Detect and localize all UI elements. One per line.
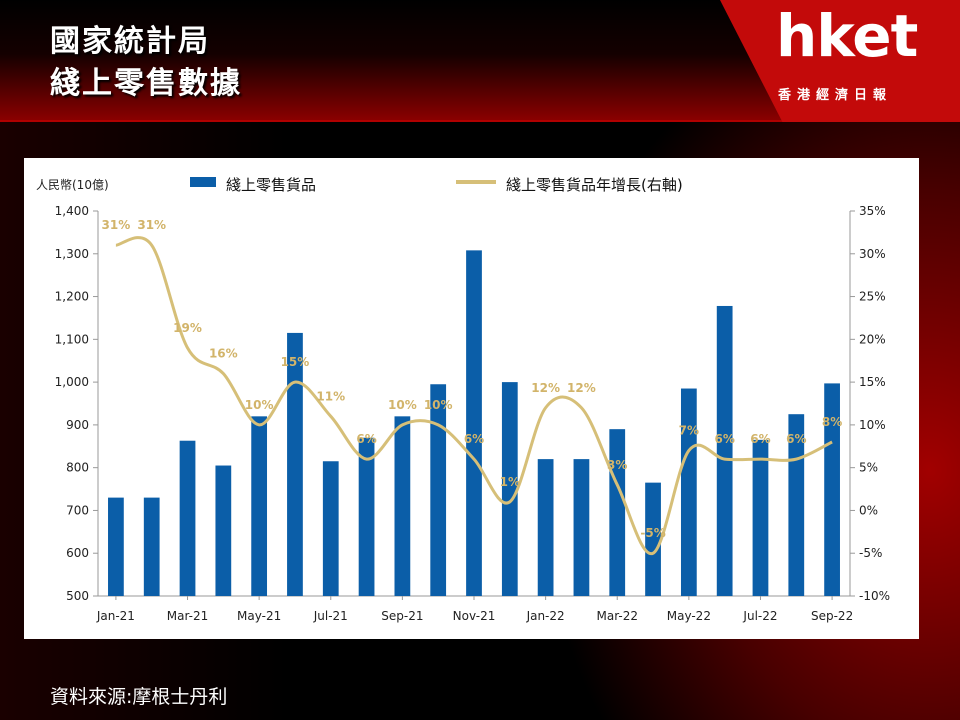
data-label-Feb-21: 31% bbox=[137, 218, 166, 232]
bar-Apr-22 bbox=[645, 482, 661, 596]
left-tick-label: 1,100 bbox=[55, 332, 89, 346]
left-tick-label: 1,400 bbox=[55, 204, 89, 218]
bar-Jan-21 bbox=[108, 497, 124, 596]
bar-Apr-21 bbox=[215, 465, 232, 596]
x-tick-label: Jan-22 bbox=[526, 609, 565, 623]
left-tick-label: 800 bbox=[66, 461, 89, 475]
bar-Jan-22 bbox=[537, 459, 554, 596]
right-tick-label: 35% bbox=[859, 204, 886, 218]
data-label-Mar-22: 3% bbox=[607, 458, 627, 472]
data-label-Feb-22: 12% bbox=[567, 381, 596, 395]
x-tick-label: May-21 bbox=[237, 609, 281, 623]
bar-Jun-22 bbox=[716, 305, 733, 596]
x-tick-label: Jan-21 bbox=[96, 609, 135, 623]
x-tick-label: Mar-21 bbox=[167, 609, 208, 623]
bar-Jun-21 bbox=[287, 332, 303, 596]
data-label-Sep-22: 8% bbox=[822, 415, 842, 429]
x-tick-label: Sep-22 bbox=[811, 609, 853, 623]
left-tick-label: 600 bbox=[66, 546, 89, 560]
data-label-May-22: 7% bbox=[679, 424, 699, 438]
bar-Aug-21 bbox=[358, 437, 375, 596]
x-tick-label: May-22 bbox=[667, 609, 711, 623]
right-tick-label: 30% bbox=[859, 247, 886, 261]
bar-Mar-22 bbox=[609, 429, 626, 596]
right-tick-label: 5% bbox=[859, 461, 878, 475]
bar-Feb-21 bbox=[143, 497, 160, 596]
left-tick-label: 1,000 bbox=[55, 375, 89, 389]
data-label-Apr-22: -5% bbox=[640, 526, 665, 540]
data-label-Jun-21: 15% bbox=[281, 355, 310, 369]
bar-Oct-21 bbox=[430, 384, 447, 596]
data-label-Jun-22: 6% bbox=[714, 432, 734, 446]
left-tick-label: 500 bbox=[66, 589, 89, 603]
source-note: 資料來源:摩根士丹利 bbox=[50, 686, 228, 708]
bar-Dec-21 bbox=[501, 382, 518, 596]
x-tick-label: Nov-21 bbox=[453, 609, 496, 623]
data-label-Aug-22: 6% bbox=[786, 432, 806, 446]
right-tick-label: 15% bbox=[859, 375, 886, 389]
bar-Mar-21 bbox=[179, 440, 196, 596]
data-label-Nov-21: 6% bbox=[464, 432, 484, 446]
data-label-Jan-22: 12% bbox=[531, 381, 560, 395]
bar-Jul-22 bbox=[752, 439, 769, 596]
logo-subtitle: 香港經濟日報 bbox=[778, 88, 893, 103]
data-label-May-21: 10% bbox=[245, 398, 274, 412]
hket-logo: hket bbox=[776, 2, 918, 70]
bar-May-22 bbox=[680, 388, 697, 596]
bar-Jul-21 bbox=[322, 461, 339, 596]
legend-bar-swatch bbox=[190, 177, 216, 187]
right-tick-label: 0% bbox=[859, 503, 878, 517]
legend-line-label: 綫上零售貨品年增長(右軸) bbox=[506, 176, 683, 194]
x-tick-label: Jul-21 bbox=[313, 609, 348, 623]
left-tick-label: 900 bbox=[66, 418, 89, 432]
bar-Sep-22 bbox=[824, 383, 840, 596]
chart-panel: 500 600 700 800 900 1,000 1,100 1,200 1,300 1,400… bbox=[24, 158, 919, 639]
data-label-Jul-21: 11% bbox=[316, 389, 345, 403]
bar-Sep-21 bbox=[394, 416, 411, 596]
x-tick-label: Mar-22 bbox=[596, 609, 637, 623]
data-label-Jan-21: 31% bbox=[102, 218, 131, 232]
x-tick-label: Jul-22 bbox=[742, 609, 777, 623]
growth-line bbox=[115, 236, 833, 555]
left-tick-label: 1,300 bbox=[55, 247, 89, 261]
legend-bar-label: 綫上零售貨品 bbox=[226, 176, 316, 194]
left-axis-unit-label: 人民幣(10億) bbox=[36, 178, 109, 192]
right-tick-label: 10% bbox=[859, 418, 886, 432]
data-label-Oct-21: 10% bbox=[424, 398, 453, 412]
bar-May-21 bbox=[251, 416, 268, 596]
online-retail-chart: 500 600 700 800 900 1,000 1,100 1,200 1,300 1,400… bbox=[36, 176, 890, 623]
right-tick-label: 25% bbox=[859, 290, 886, 304]
left-tick-label: 700 bbox=[66, 503, 89, 517]
bar-Feb-22 bbox=[573, 459, 590, 596]
page-title-line-2: 綫上零售數據 bbox=[50, 66, 242, 101]
data-label-Jul-22: 6% bbox=[750, 432, 770, 446]
right-tick-label: -10% bbox=[859, 589, 890, 603]
x-tick-label: Sep-21 bbox=[381, 609, 423, 623]
data-label-Apr-21: 16% bbox=[209, 347, 238, 361]
data-label-Mar-21: 19% bbox=[173, 321, 202, 335]
data-label-Sep-21: 10% bbox=[388, 398, 417, 412]
left-tick-label: 1,200 bbox=[55, 290, 89, 304]
bar-Nov-21 bbox=[466, 250, 482, 596]
page-title-line-1: 國家統計局 bbox=[50, 24, 210, 59]
right-tick-label: 20% bbox=[859, 332, 886, 346]
data-label-Aug-21: 6% bbox=[356, 432, 376, 446]
data-label-Dec-21: 1% bbox=[500, 475, 520, 489]
right-tick-label: -5% bbox=[859, 546, 882, 560]
